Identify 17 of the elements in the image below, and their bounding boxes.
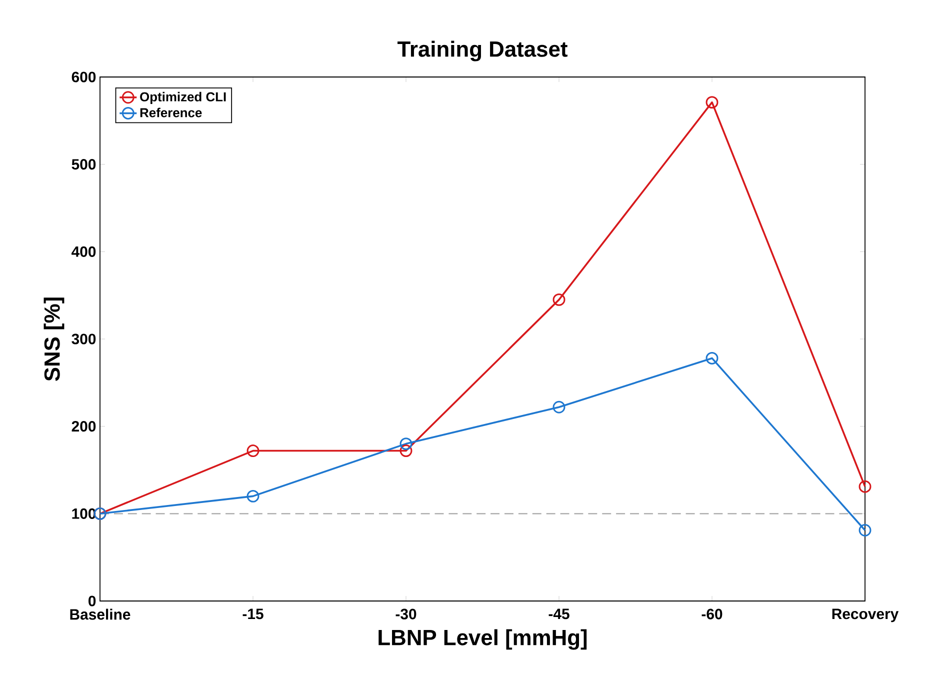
- y-axis-title: SNS [%]: [44, 298, 64, 381]
- x-tick-label: -30: [396, 608, 416, 620]
- y-tick-label: 400: [72, 246, 96, 257]
- y-tick-label: 0: [88, 596, 96, 606]
- y-tick-label: 600: [72, 72, 96, 82]
- x-tick-label: Recovery: [832, 608, 899, 622]
- legend-label: Optimized CLI: [140, 92, 226, 104]
- x-tick-label: -60: [702, 608, 722, 620]
- chart-title: Training Dataset: [397, 40, 568, 62]
- legend-label: Reference: [140, 108, 202, 118]
- x-axis-title: LBNP Level [mmHg]: [378, 629, 587, 650]
- y-tick-label: 200: [72, 421, 96, 432]
- x-tick-label: -45: [548, 608, 570, 620]
- x-tick-label: Baseline: [70, 608, 130, 620]
- y-tick-label: 500: [72, 159, 96, 170]
- y-tick-label: 300: [72, 334, 96, 344]
- x-tick-label: -15: [242, 608, 264, 620]
